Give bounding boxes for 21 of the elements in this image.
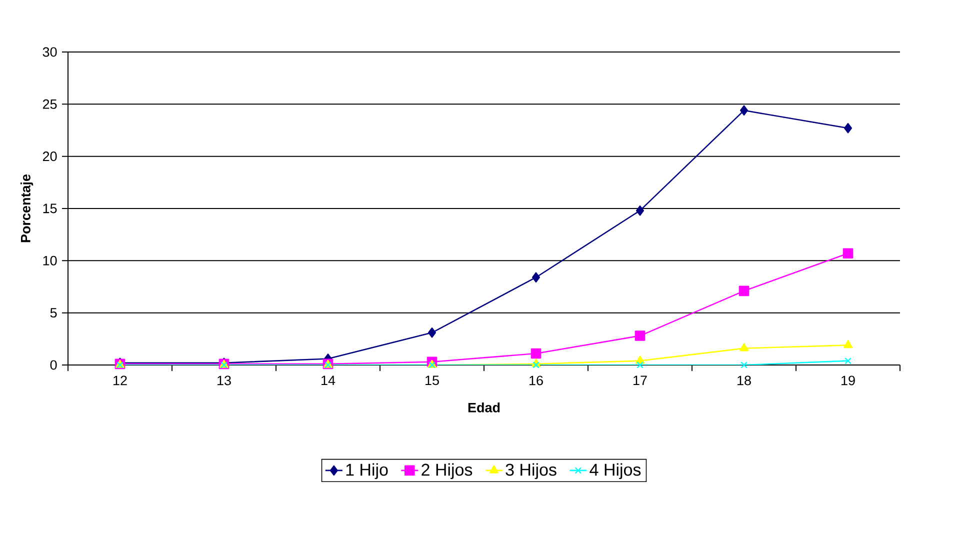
y-tick-label: 25	[42, 99, 57, 109]
x-tick-label: 19	[842, 376, 855, 386]
x-tick-label: 12	[114, 376, 127, 386]
x-tick-label: 17	[634, 376, 647, 385]
y-tick-label: 5	[50, 308, 57, 318]
x-tick-label: 14	[322, 376, 336, 385]
x-tick-label: 16	[530, 376, 543, 386]
y-tick-label: 15	[43, 204, 57, 214]
y-tick-label: 20	[42, 152, 57, 162]
x-tick-label: 18	[738, 376, 751, 386]
x-axis-title: Edad	[468, 402, 500, 412]
legend-label: 2 Hijos	[422, 463, 472, 480]
x-tick-label: 13	[218, 376, 231, 386]
y-tick-label: 10	[43, 256, 57, 266]
legend-label: 1 Hijo	[346, 463, 388, 480]
y-tick-label: 30	[42, 47, 57, 57]
y-axis-title: Porcentaje	[20, 174, 34, 242]
x-tick-label: 15	[426, 376, 439, 386]
legend-label: 4 Hijos	[590, 463, 641, 480]
y-tick-label: 0	[50, 360, 57, 370]
legend-label: 3 Hijos	[506, 463, 556, 480]
